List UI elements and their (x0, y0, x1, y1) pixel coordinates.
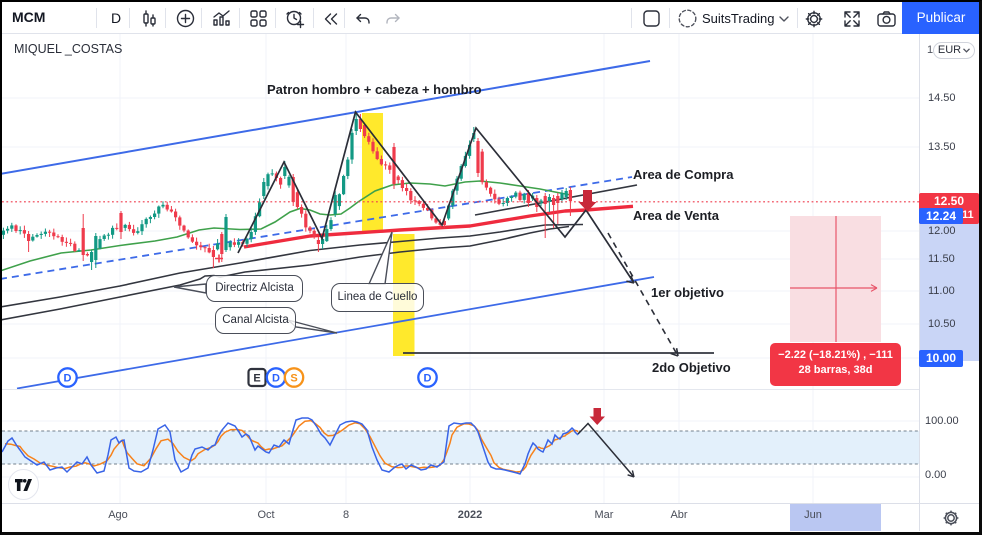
svg-text:E: E (253, 373, 260, 385)
svg-text:D: D (272, 373, 280, 385)
svg-text:D: D (64, 373, 72, 385)
svg-text:S: S (290, 373, 297, 385)
svg-text:D: D (424, 373, 432, 385)
